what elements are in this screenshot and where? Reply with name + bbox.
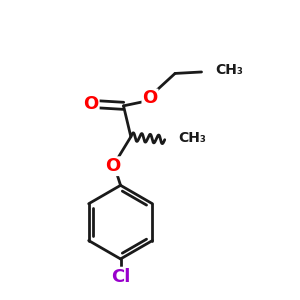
Text: O: O [142, 89, 158, 107]
Text: CH₃: CH₃ [215, 63, 243, 76]
Text: O: O [106, 157, 121, 175]
Text: Cl: Cl [111, 268, 130, 286]
Text: CH₃: CH₃ [178, 131, 206, 145]
Text: O: O [83, 95, 99, 113]
